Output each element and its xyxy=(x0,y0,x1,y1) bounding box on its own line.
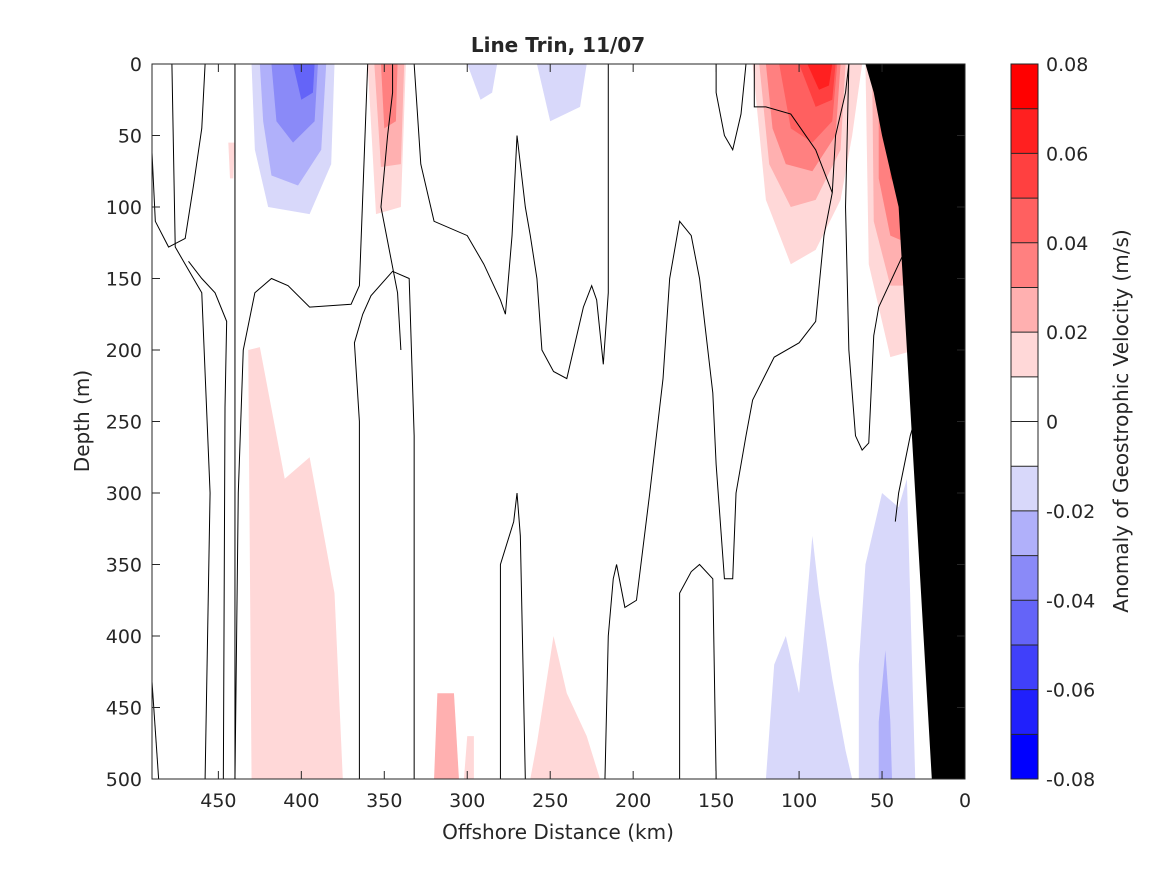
colorbar-band xyxy=(1011,555,1038,601)
contour-region xyxy=(467,64,498,100)
x-tick-label: 200 xyxy=(615,790,651,812)
x-tick-label: 0 xyxy=(959,790,971,812)
contour-region xyxy=(536,64,587,122)
y-axis: 0 50 100 150 200 250 300 350 400 450 500 xyxy=(106,54,965,791)
colorbar-tick-label: 0.04 xyxy=(1046,233,1088,255)
contour-region xyxy=(293,64,315,100)
contour-region xyxy=(160,64,194,157)
x-tick-label: 400 xyxy=(283,790,319,812)
y-tick-label: 350 xyxy=(106,555,142,577)
x-tick-label: 300 xyxy=(449,790,485,812)
contour-region xyxy=(463,736,474,779)
y-tick-label: 400 xyxy=(106,626,142,648)
colorbar-band xyxy=(1011,644,1038,690)
y-tick-label: 0 xyxy=(130,54,142,76)
x-tick-label: 350 xyxy=(366,790,402,812)
zero-contour-line xyxy=(152,64,206,248)
y-axis-label: Depth (m) xyxy=(70,370,94,472)
contour-region xyxy=(807,64,833,90)
colorbar-tick-label: 0.08 xyxy=(1046,54,1088,76)
colorbar-band xyxy=(1011,376,1038,422)
contour-region xyxy=(420,64,514,165)
zero-contour-line xyxy=(171,64,211,779)
x-axis: 450 400 350 300 250 200 150 100 50 0 xyxy=(200,64,971,812)
colorbar-band xyxy=(1011,734,1038,779)
x-tick-label: 100 xyxy=(781,790,817,812)
colorbar-label: Anomaly of Geostrophic Velocity (m/s) xyxy=(1109,229,1133,612)
zero-contour-line xyxy=(753,64,833,193)
chart-title: Line Trin, 11/07 xyxy=(471,33,645,57)
colorbar-tick-label: -0.08 xyxy=(1046,769,1095,791)
y-tick-label: 150 xyxy=(106,269,142,291)
colorbar-band xyxy=(1011,242,1038,288)
zero-contour-line xyxy=(380,64,402,351)
colorbar-band xyxy=(1011,510,1038,556)
contour-region xyxy=(228,142,235,179)
zero-contour-line xyxy=(188,261,228,779)
zero-contour-line xyxy=(152,681,160,779)
x-tick-label: 50 xyxy=(870,790,894,812)
colorbar-band xyxy=(1011,466,1038,511)
colorbar-band xyxy=(1011,600,1038,645)
zero-contour-line xyxy=(604,64,850,779)
colorbar-band xyxy=(1011,332,1038,377)
colorbar-tick-label: -0.04 xyxy=(1046,590,1095,612)
colorbar-tick-label: 0.06 xyxy=(1046,143,1088,165)
zero-contour-line xyxy=(234,64,369,779)
contour-region xyxy=(380,64,398,129)
y-tick-label: 500 xyxy=(106,769,142,791)
colorbar-frame xyxy=(1010,63,1039,780)
y-tick-label: 200 xyxy=(106,340,142,362)
contour-region xyxy=(878,650,892,779)
y-tick-label: 450 xyxy=(106,698,142,720)
y-tick-label: 50 xyxy=(118,126,142,148)
zero-contour-line xyxy=(499,492,526,779)
contour-region xyxy=(530,636,600,779)
x-tick-label: 450 xyxy=(200,790,236,812)
x-axis-label: Offshore Distance (km) xyxy=(442,820,674,844)
y-tick-label: 250 xyxy=(106,412,142,434)
colorbar-band xyxy=(1011,153,1038,199)
contour-region xyxy=(434,693,459,779)
x-tick-label: 250 xyxy=(532,790,568,812)
colorbar-band xyxy=(1011,108,1038,154)
colorbar-tick-label: -0.06 xyxy=(1046,680,1095,702)
colorbar-tick-label: 0.02 xyxy=(1046,322,1088,344)
zero-contour-line xyxy=(413,64,609,380)
colorbar-band xyxy=(1011,64,1038,109)
colorbar-tick-label: -0.02 xyxy=(1046,501,1095,523)
colorbar: 0.08 0.06 0.04 0.02 0 -0.02 -0.04 -0.06 -0.08 xyxy=(1010,54,1095,791)
seafloor-layer xyxy=(865,64,965,779)
zero-contour-line xyxy=(353,270,415,779)
zero-contour-layer xyxy=(152,64,965,779)
zero-contour-line xyxy=(715,64,747,152)
contour-region xyxy=(371,450,401,779)
y-tick-label: 300 xyxy=(106,483,142,505)
contour-region xyxy=(858,478,916,779)
y-tick-label: 100 xyxy=(106,197,142,219)
colorbar-band xyxy=(1011,689,1038,735)
contour-region xyxy=(248,347,343,779)
colorbar-band xyxy=(1011,421,1038,467)
colorbar-band xyxy=(1011,287,1038,333)
seafloor-mask xyxy=(865,64,965,779)
x-tick-label: 150 xyxy=(698,790,734,812)
colorbar-tick-label: 0 xyxy=(1046,412,1058,434)
colorbar-band xyxy=(1011,198,1038,243)
zero-contour-line xyxy=(679,563,717,779)
contour-region xyxy=(765,535,853,779)
